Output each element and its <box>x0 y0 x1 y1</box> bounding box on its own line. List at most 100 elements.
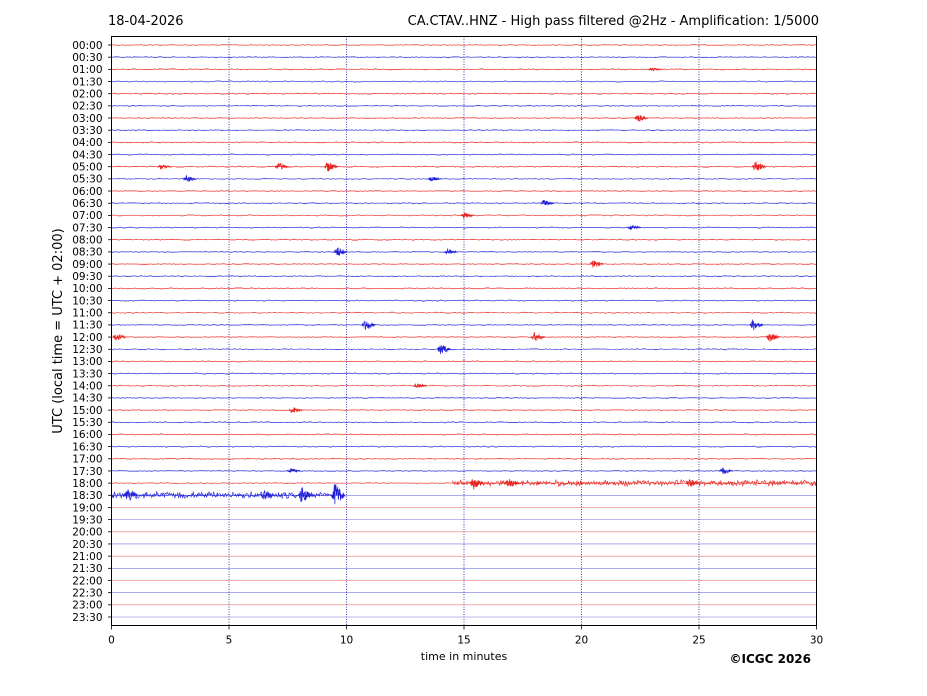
trace-row-1030 <box>111 299 817 302</box>
trace-row-0200 <box>111 92 817 95</box>
row-label: 04:00 <box>72 137 102 149</box>
trace-row-0930 <box>111 275 817 278</box>
y-axis-label: UTC (local time = UTC + 02:00) <box>51 228 66 433</box>
x-axis-label: time in minutes <box>421 650 508 663</box>
trace-row-0300 <box>111 115 817 122</box>
row-label: 04:30 <box>72 149 102 161</box>
row-label: 16:30 <box>72 441 102 453</box>
copyright-notice: ©ICGC 2026 <box>729 652 811 666</box>
row-label: 08:30 <box>72 247 102 259</box>
row-label: 06:00 <box>72 186 102 198</box>
trace-event <box>751 161 766 171</box>
row-label: 08:00 <box>72 235 102 247</box>
row-label: 01:00 <box>72 64 102 76</box>
trace-row-0430 <box>111 153 817 156</box>
trace-noise <box>111 117 817 119</box>
row-label: 17:30 <box>72 466 102 478</box>
trace-row-0330 <box>111 129 817 132</box>
row-label: 17:00 <box>72 454 102 466</box>
trace-row-0000 <box>111 44 817 46</box>
trace-noise <box>111 56 817 59</box>
trace-noise-band <box>111 490 335 500</box>
trace-noise <box>111 80 817 83</box>
row-label: 05:30 <box>72 174 102 186</box>
header-date: 18-04-2026 <box>108 14 184 29</box>
trace-event <box>648 67 663 72</box>
trace-row-1630 <box>111 445 817 448</box>
trace-event <box>436 345 451 355</box>
row-label: 03:30 <box>72 125 102 137</box>
trace-event <box>627 225 642 231</box>
trace-event <box>112 334 127 341</box>
trace-noise <box>111 396 817 399</box>
row-time-labels: 00:0000:3001:0001:3002:0002:3003:0003:30… <box>72 40 112 624</box>
row-label: 22:30 <box>72 587 102 599</box>
row-label: 18:00 <box>72 478 102 490</box>
row-label: 22:00 <box>72 575 102 587</box>
row-label: 09:00 <box>72 259 102 271</box>
trace-row-0730 <box>111 225 817 231</box>
trace-noise <box>111 68 817 71</box>
row-label: 14:00 <box>72 381 102 393</box>
row-label: 20:30 <box>72 539 102 551</box>
trace-row-1830 <box>111 484 817 505</box>
trace-row-1130 <box>111 319 817 331</box>
trace-noise <box>111 263 817 266</box>
row-label: 16:00 <box>72 429 102 441</box>
row-label: 13:30 <box>72 368 102 380</box>
trace-noise <box>111 141 817 144</box>
plot-frame <box>111 36 817 626</box>
trace-event <box>685 479 701 487</box>
x-tick-label: 10 <box>340 635 353 647</box>
x-tick-label: 25 <box>692 635 705 647</box>
trace-row-1400 <box>111 383 817 388</box>
row-label: 02:00 <box>72 88 102 100</box>
row-label: 00:30 <box>72 52 102 64</box>
trace-event <box>274 162 289 170</box>
trace-noise <box>111 348 817 351</box>
row-label: 05:00 <box>72 162 102 174</box>
trace-noise-band <box>451 478 817 488</box>
trace-row-1500 <box>111 407 817 413</box>
trace-row-1100 <box>111 311 817 314</box>
trace-row-0500 <box>111 161 817 172</box>
trace-event <box>286 468 301 473</box>
trace-noise <box>111 177 817 180</box>
row-label: 10:30 <box>72 295 102 307</box>
row-label: 06:30 <box>72 198 102 210</box>
trace-row-1000 <box>111 287 817 290</box>
row-label: 23:30 <box>72 612 102 624</box>
trace-noise <box>111 457 817 460</box>
trace-event <box>634 115 649 122</box>
trace-noise <box>111 226 817 229</box>
trace-row-0530 <box>111 175 817 182</box>
trace-row-1600 <box>111 433 817 436</box>
trace-event <box>765 333 780 342</box>
trace-event <box>361 320 376 330</box>
row-label: 19:30 <box>72 514 102 526</box>
row-label: 02:30 <box>72 101 102 113</box>
trace-event <box>589 260 604 268</box>
trace-event <box>444 248 459 255</box>
row-label: 15:00 <box>72 405 102 417</box>
trace-noise <box>111 275 817 278</box>
vertical-gridlines <box>228 36 700 626</box>
trace-event <box>540 199 555 206</box>
trace-event <box>749 319 764 331</box>
trace-noise <box>111 153 817 156</box>
trace-event <box>288 407 304 413</box>
trace-row-0830 <box>111 247 817 256</box>
trace-event <box>413 383 428 388</box>
trace-noise <box>111 445 817 448</box>
trace-noise <box>111 104 817 107</box>
row-label: 21:30 <box>72 563 102 575</box>
trace-row-0900 <box>111 260 817 268</box>
trace-noise <box>111 469 817 472</box>
trace-row-1700 <box>111 457 817 460</box>
trace-noise <box>111 129 817 132</box>
trace-row-1430 <box>111 396 817 399</box>
trace-event <box>157 164 172 170</box>
trace-row-1230 <box>111 345 817 355</box>
trace-row-0100 <box>111 67 817 72</box>
